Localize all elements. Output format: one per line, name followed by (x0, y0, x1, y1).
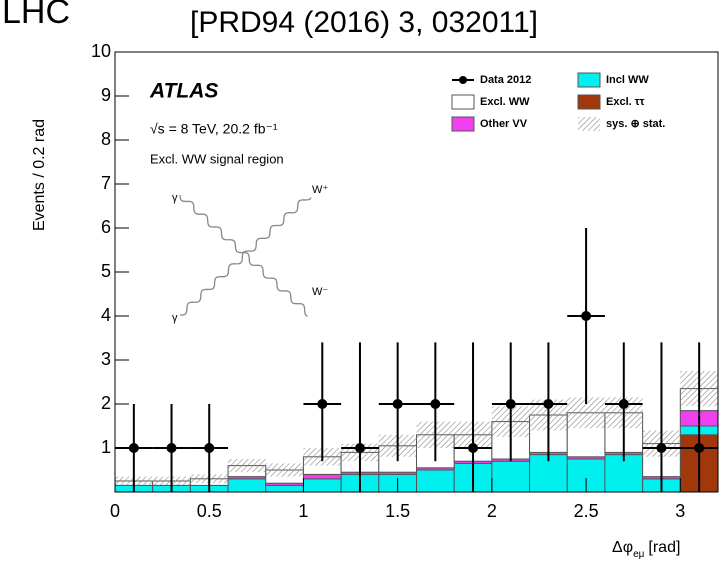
y-tick-label: 8 (101, 129, 111, 149)
x-tick-label: 3 (675, 501, 685, 521)
diagram-label: W⁺ (312, 184, 328, 196)
data-point (354, 443, 365, 453)
y-tick-label: 2 (101, 393, 111, 413)
legend-marker (577, 94, 601, 110)
energy: √s = 8 TeV, 20.2 fb⁻¹ (150, 121, 278, 137)
y-tick-label: 6 (101, 217, 111, 237)
uncertainty-band (265, 463, 304, 477)
legend-marker (459, 76, 467, 84)
x-tick-label: 0.5 (197, 501, 222, 521)
histogram-segment (265, 484, 304, 493)
data-point (581, 311, 592, 321)
x-axis-label-main: Δφ (612, 539, 633, 556)
data-point (204, 443, 215, 453)
data-point (430, 399, 441, 409)
data-point (618, 399, 629, 409)
legend-label: Excl. WW (480, 96, 530, 108)
x-axis-label: Δφeμ [rad] (612, 539, 680, 559)
uncertainty-band (228, 459, 266, 473)
y-tick-label: 10 (91, 41, 111, 61)
data-point (317, 399, 328, 409)
x-tick-label: 2 (487, 501, 497, 521)
y-tick-label: 3 (101, 349, 111, 369)
data-point (392, 399, 403, 409)
data-point (543, 399, 554, 409)
region: Excl. WW signal region (150, 151, 284, 166)
feynman-line (179, 194, 308, 317)
header: LHC (2, 0, 70, 31)
x-tick-label: 2.5 (574, 501, 599, 521)
y-tick-label: 9 (101, 85, 111, 105)
y-tick-label: 5 (101, 261, 111, 281)
legend-marker (451, 116, 475, 132)
y-axis-label: Events / 0.2 rad (31, 119, 48, 231)
legend-marker (451, 94, 475, 110)
data-point (656, 443, 667, 453)
x-tick-label: 1.5 (385, 501, 410, 521)
data-point (128, 443, 139, 453)
diagram-label: W⁻ (312, 286, 328, 298)
legend-label: Data 2012 (480, 74, 531, 86)
data-point (694, 443, 705, 453)
diagram-label: γ (172, 312, 178, 324)
diagram-label: γ (172, 192, 178, 204)
histogram-segment (416, 469, 455, 493)
x-axis-label-sub: eμ (633, 549, 645, 560)
y-tick-label: 4 (101, 305, 111, 325)
y-tick-label: 7 (101, 173, 111, 193)
x-tick-label: 0 (110, 501, 120, 521)
feynman-line (179, 197, 312, 316)
legend-label: sys. ⊕ stat. (606, 118, 665, 130)
data-point (468, 443, 479, 453)
experiment: ATLAS (149, 80, 218, 103)
x-tick-label: 1 (298, 501, 308, 521)
histogram-segment (491, 460, 531, 493)
x-axis-label-unit: [rad] (648, 539, 680, 556)
chart-title: [PRD94 (2016) 3, 032011] (190, 6, 538, 39)
legend-label: Incl WW (606, 74, 649, 86)
data-point (166, 443, 177, 453)
histogram-segment (302, 478, 342, 493)
legend-marker (577, 72, 601, 88)
data-point (505, 399, 516, 409)
legend-label: Other VV (480, 118, 528, 130)
histogram-segment (227, 478, 267, 493)
legend-marker (578, 117, 600, 131)
legend-label: Excl. ττ (606, 96, 645, 108)
histogram-segment (302, 473, 342, 480)
y-tick-label: 1 (101, 437, 111, 457)
